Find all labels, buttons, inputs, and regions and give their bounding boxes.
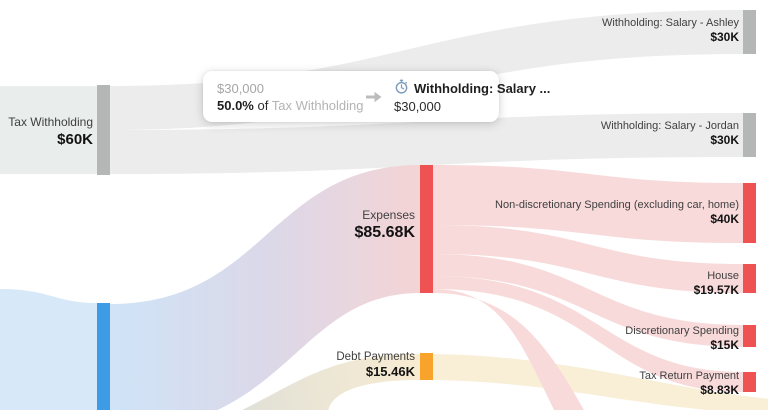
- node-debt-payments[interactable]: [420, 353, 433, 380]
- label-debt-payments: Debt Payments $15.46K: [336, 351, 415, 379]
- flow-expenses-to-tax-return[interactable]: [433, 276, 743, 392]
- label-discretionary: Discretionary Spending $15K: [625, 325, 739, 352]
- tooltip-target-amount: $30,000: [394, 98, 441, 114]
- flow-into-blue-node[interactable]: [0, 289, 97, 410]
- label-expenses: Expenses $85.68K: [354, 208, 416, 241]
- node-nondiscretionary[interactable]: [743, 183, 756, 243]
- node-house[interactable]: [743, 264, 756, 293]
- tooltip-target-label: Withholding: Salary ...: [414, 80, 551, 96]
- label-tax-return-payment: Tax Return Payment $8.83K: [639, 370, 739, 397]
- flow-into-debt-payments[interactable]: [238, 354, 420, 410]
- label-tax-withholding: Tax Withholding $60K: [8, 115, 93, 148]
- tooltip-flow-amount: $30,000: [217, 80, 264, 96]
- flow-expenses-out-offscreen[interactable]: [433, 289, 585, 410]
- flow-expenses-to-house[interactable]: [433, 225, 743, 293]
- node-tax-return-payment[interactable]: [743, 372, 756, 392]
- flow-tooltip: $30,000 50.0% of Tax Withholding: [203, 71, 550, 122]
- node-tax-withholding[interactable]: [97, 85, 110, 175]
- flow-debt-payments-out[interactable]: [433, 354, 768, 410]
- flow-blue-node-to-expenses[interactable]: [110, 165, 420, 410]
- node-discretionary[interactable]: [743, 325, 756, 347]
- node-blue-unlabeled[interactable]: [97, 303, 110, 410]
- tooltip-share-line: 50.0% of Tax Withholding: [217, 97, 364, 113]
- tooltip-target-title: Withholding: Salary ...: [394, 79, 550, 98]
- right-arrow-icon: [365, 90, 384, 104]
- flow-expenses-to-discretionary[interactable]: [433, 254, 743, 347]
- stopwatch-icon: [394, 79, 409, 98]
- label-nondiscretionary: Non-discretionary Spending (excluding ca…: [495, 199, 739, 226]
- label-withholding-ashley: Withholding: Salary - Ashley $30K: [602, 17, 739, 44]
- flow-tax-withholding-to-jordan[interactable]: [110, 113, 743, 174]
- label-withholding-jordan: Withholding: Salary - Jordan $30K: [600, 120, 739, 147]
- tooltip-source-block: $30,000 50.0% of Tax Withholding: [217, 80, 364, 114]
- tooltip-target-block: Withholding: Salary ... $30,000: [394, 79, 550, 115]
- flow-into-tax-withholding[interactable]: [0, 86, 97, 174]
- node-expenses[interactable]: [420, 165, 433, 293]
- label-house: House $19.57K: [693, 270, 739, 297]
- flow-expenses-to-nondiscretionary[interactable]: [433, 165, 743, 243]
- node-withholding-ashley[interactable]: [743, 10, 756, 54]
- node-withholding-jordan[interactable]: [743, 113, 756, 157]
